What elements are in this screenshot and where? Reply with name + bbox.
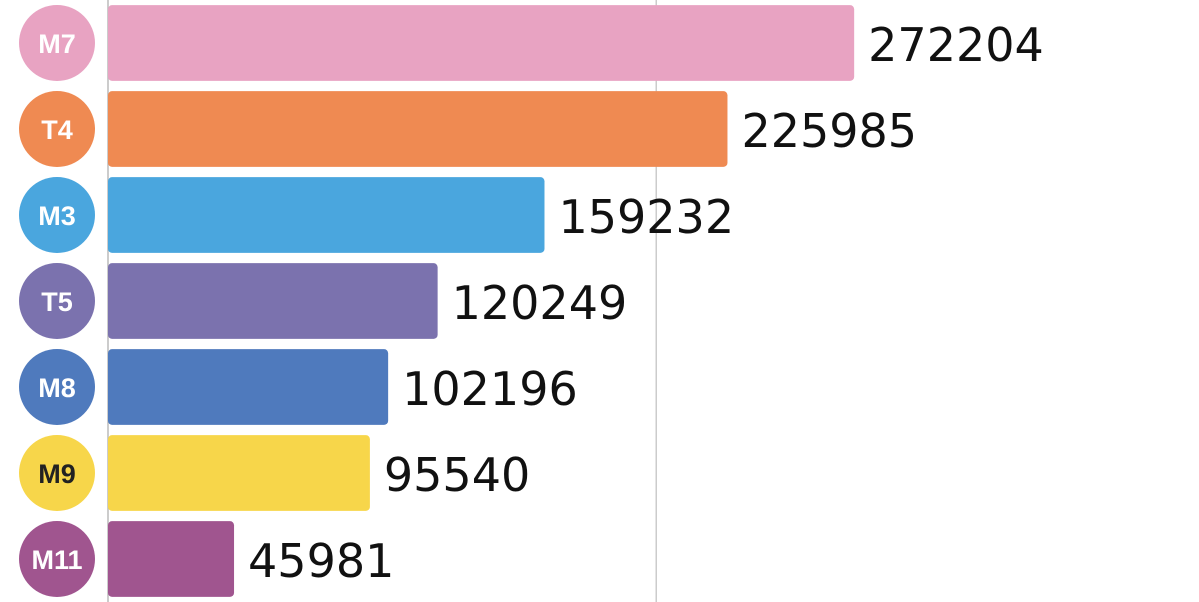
bar (108, 521, 235, 597)
category-label: M9 (38, 459, 76, 489)
category-badge (19, 91, 95, 167)
category-label: T5 (41, 287, 73, 317)
category-label: M8 (38, 373, 76, 403)
value-label: 120249 (452, 276, 628, 330)
category-badge (19, 263, 95, 339)
bar (108, 435, 370, 511)
bar (108, 5, 855, 81)
value-label: 225985 (741, 104, 917, 158)
category-badge (19, 435, 95, 511)
category-label: T4 (41, 115, 73, 145)
bar (108, 263, 438, 339)
category-label: M11 (31, 545, 82, 575)
category-badge (19, 521, 95, 597)
bar (108, 349, 389, 425)
bar (108, 177, 545, 253)
category-badge (19, 5, 95, 81)
value-label: 272204 (868, 18, 1044, 72)
value-label: 45981 (248, 534, 394, 588)
category-label: M7 (38, 29, 76, 59)
value-label: 102196 (402, 362, 578, 416)
value-label: 159232 (558, 190, 734, 244)
category-label: M3 (38, 201, 76, 231)
bar (108, 91, 728, 167)
category-badge (19, 177, 95, 253)
category-badge (19, 349, 95, 425)
value-label: 95540 (384, 448, 530, 502)
